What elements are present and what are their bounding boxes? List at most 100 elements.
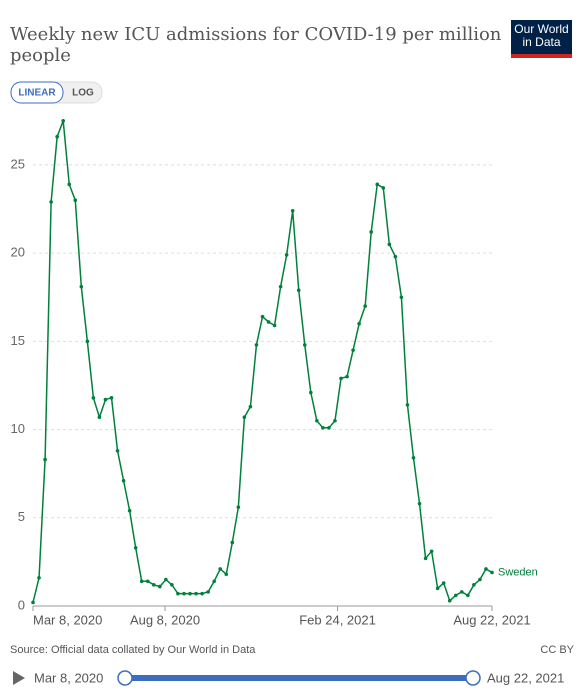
data-point — [333, 418, 337, 423]
x-tick-label: Feb 24, 2021 — [299, 612, 376, 627]
timeline-handle-start[interactable] — [117, 670, 133, 686]
data-point — [248, 404, 253, 409]
data-point — [393, 254, 398, 259]
data-point — [230, 540, 235, 545]
linear-label[interactable]: LINEAR — [18, 88, 56, 99]
data-point — [224, 572, 229, 577]
data-point — [478, 577, 482, 582]
data-point — [387, 242, 392, 247]
data-point — [460, 590, 464, 594]
data-point — [466, 593, 470, 598]
license: CC BY — [540, 644, 574, 656]
x-tick-label: Mar 8, 2020 — [33, 612, 102, 627]
data-point — [139, 579, 144, 584]
y-tick-label: 25 — [11, 156, 25, 171]
data-point — [339, 376, 343, 381]
data-point — [115, 448, 120, 453]
data-point — [302, 343, 307, 347]
data-point — [182, 591, 186, 596]
x-tick-label: Aug 8, 2020 — [130, 612, 200, 627]
timeline-start: Mar 8, 2020 — [34, 670, 103, 685]
logo: Our World in Data — [514, 23, 569, 49]
timeline-end: Aug 22, 2021 — [487, 670, 564, 685]
data-point — [109, 396, 114, 400]
data-point — [321, 426, 325, 430]
data-point — [429, 549, 434, 554]
y-tick-label: 5 — [18, 509, 25, 524]
data-point — [49, 200, 53, 204]
series-line — [32, 120, 493, 603]
y-tick-label: 10 — [11, 421, 25, 436]
data-point — [176, 591, 180, 596]
data-point — [164, 577, 168, 582]
data-point — [254, 343, 259, 347]
log-label[interactable]: LOG — [72, 88, 94, 99]
data-point — [127, 508, 132, 513]
data-point — [212, 579, 216, 584]
linear-button[interactable] — [10, 81, 64, 104]
data-point — [381, 186, 386, 190]
data-point — [351, 348, 355, 352]
y-tick-label: 0 — [18, 597, 25, 612]
data-point — [441, 581, 446, 585]
series-label: Sweden — [498, 566, 538, 578]
data-point — [31, 600, 35, 605]
data-point — [200, 591, 204, 596]
data-point — [472, 583, 476, 587]
data-point — [145, 579, 150, 584]
data-point — [309, 390, 313, 395]
data-point — [399, 295, 404, 300]
data-point — [61, 119, 65, 123]
data-point — [121, 478, 126, 483]
data-point — [266, 320, 271, 324]
logo-bar — [511, 54, 572, 58]
chart-title: Weekly new ICU admissions for COVID-19 p… — [10, 24, 502, 66]
data-point — [278, 284, 283, 289]
data-point — [151, 583, 156, 587]
data-point — [194, 591, 198, 596]
data-point — [242, 415, 247, 420]
data-point — [369, 230, 374, 234]
data-point — [423, 556, 428, 561]
timeline-handle-end[interactable] — [465, 670, 481, 686]
data-point — [236, 505, 241, 510]
play-button[interactable] — [13, 671, 25, 685]
data-point — [484, 567, 488, 571]
data-point — [405, 403, 410, 407]
data-point — [453, 593, 458, 598]
logo-wrap: Our World in Data — [514, 23, 569, 49]
data-point — [133, 545, 138, 550]
logo-box — [511, 20, 572, 58]
y-tick-label: 15 — [11, 333, 25, 348]
data-point — [43, 457, 47, 462]
data-point — [170, 583, 174, 587]
data-point — [103, 397, 108, 402]
data-point — [411, 456, 416, 460]
data-point — [188, 591, 192, 596]
data-point — [296, 288, 301, 292]
data-point — [315, 418, 319, 423]
data-point — [345, 374, 349, 379]
data-point — [375, 182, 380, 187]
data-point — [272, 323, 277, 328]
y-tick-label: 20 — [11, 245, 25, 260]
data-point — [357, 321, 361, 326]
data-point — [284, 253, 289, 257]
data-point — [260, 314, 265, 319]
data-point — [290, 209, 295, 213]
data-point — [417, 501, 422, 506]
source: Source: Official data collated by Our Wo… — [10, 644, 256, 656]
data-point — [97, 415, 102, 420]
data-point — [79, 284, 84, 289]
data-point — [206, 590, 210, 594]
data-point — [327, 426, 331, 430]
data-point — [447, 598, 452, 603]
data-point — [73, 198, 78, 203]
data-point — [363, 304, 367, 308]
data-point — [55, 134, 59, 139]
x-tick-label: Aug 22, 2021 — [453, 612, 530, 627]
data-point — [158, 584, 162, 589]
data-point — [37, 575, 41, 580]
data-point — [435, 586, 440, 591]
